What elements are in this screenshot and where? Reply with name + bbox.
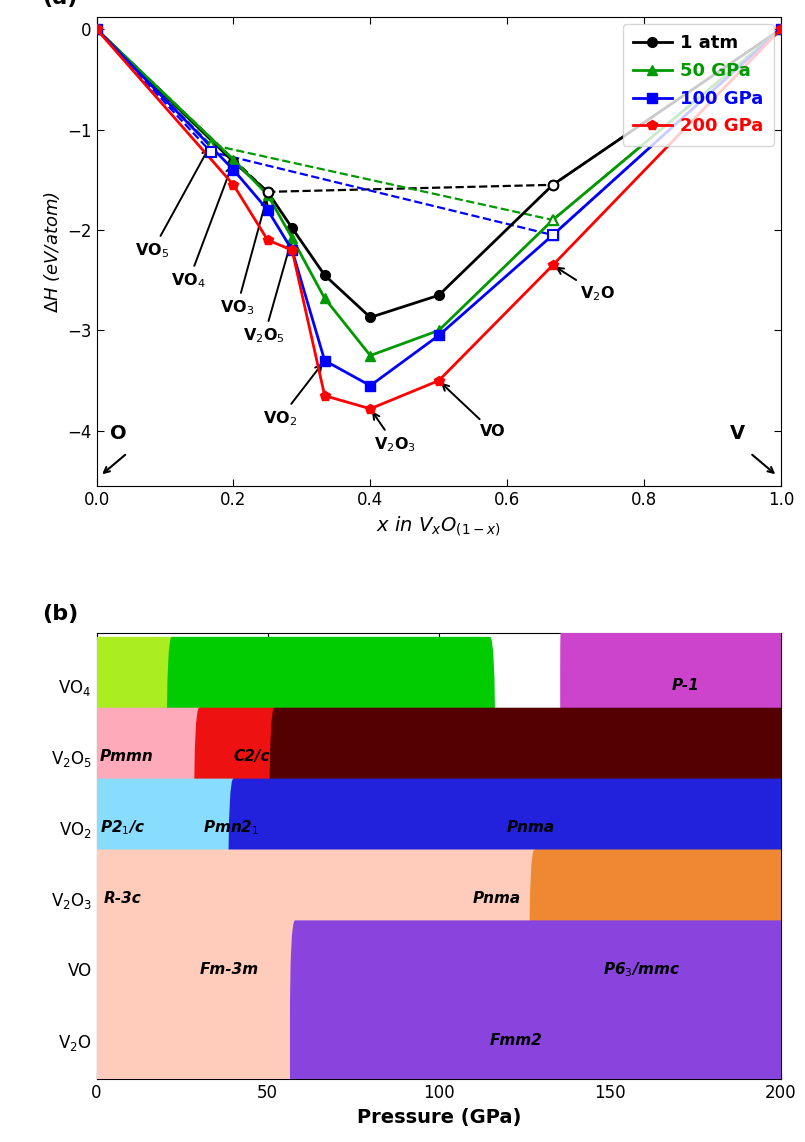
Text: V: V [729,424,745,443]
Text: VO$_3$: VO$_3$ [220,200,268,317]
FancyBboxPatch shape [167,637,495,876]
100 GPa [434,329,444,343]
Text: V$_2$O: V$_2$O [557,268,615,303]
Text: Fm-3m: Fm-3m [199,962,258,976]
50 GPa [262,188,272,202]
FancyBboxPatch shape [92,850,539,1089]
Text: Pnma: Pnma [473,891,521,906]
X-axis label: Pressure (GPa): Pressure (GPa) [357,1108,521,1127]
Y-axis label: $\Delta H$ (eV/atom): $\Delta H$ (eV/atom) [42,191,62,313]
FancyBboxPatch shape [92,637,177,876]
Text: Pmn2$_1$: Pmn2$_1$ [203,818,259,837]
Text: VO$_2$: VO$_2$ [263,364,322,427]
Text: (b): (b) [42,604,78,624]
50 GPa [92,23,101,37]
100 GPa [287,243,297,257]
Text: P6$_3$/mmc: P6$_3$/mmc [603,960,680,979]
50 GPa [548,214,558,227]
Line: 100 GPa: 100 GPa [92,24,786,391]
200 GPa [365,402,375,416]
FancyBboxPatch shape [530,850,786,1089]
Line: 200 GPa: 200 GPa [92,24,786,413]
Legend: 1 atm, 50 GPa, 100 GPa, 200 GPa: 1 atm, 50 GPa, 100 GPa, 200 GPa [623,24,774,145]
1 atm [287,222,297,235]
FancyBboxPatch shape [194,708,279,948]
200 GPa [776,23,786,37]
Text: V$_2$O$_3$: V$_2$O$_3$ [373,413,415,453]
200 GPa [548,258,558,272]
100 GPa [776,23,786,37]
100 GPa [92,23,101,37]
FancyBboxPatch shape [229,779,786,1019]
100 GPa [548,228,558,242]
200 GPa [262,233,272,247]
200 GPa [320,389,329,403]
Text: V$_2$O$_5$: V$_2$O$_5$ [243,243,292,345]
FancyBboxPatch shape [560,566,786,805]
1 atm [434,289,444,303]
FancyBboxPatch shape [92,708,204,948]
Text: VO: VO [442,384,506,439]
FancyBboxPatch shape [270,708,786,948]
200 GPa [229,178,238,192]
200 GPa [92,23,101,37]
FancyBboxPatch shape [290,920,786,1142]
FancyBboxPatch shape [92,779,238,1019]
Line: 50 GPa: 50 GPa [92,24,786,361]
Text: Fmm2: Fmm2 [490,1032,543,1047]
1 atm [92,23,101,37]
1 atm [320,268,329,282]
1 atm [548,178,558,192]
50 GPa [434,323,444,337]
Text: VO$_4$: VO$_4$ [171,167,233,290]
1 atm [365,311,375,324]
200 GPa [287,243,297,257]
50 GPa [287,231,297,244]
100 GPa [320,354,329,368]
200 GPa [434,373,444,387]
50 GPa [320,291,329,305]
1 atm [262,185,272,199]
100 GPa [229,163,238,177]
Text: (a): (a) [42,0,77,8]
50 GPa [776,23,786,37]
Text: Pmmn: Pmmn [100,749,154,764]
100 GPa [365,379,375,393]
Text: Pnma: Pnma [507,820,555,835]
1 atm [776,23,786,37]
Text: R-3c: R-3c [103,891,141,906]
100 GPa [262,203,272,217]
Text: VO$_5$: VO$_5$ [135,148,208,260]
1 atm [229,155,238,169]
50 GPa [229,153,238,167]
Text: P2$_1$/c: P2$_1$/c [100,818,146,837]
Line: 1 atm: 1 atm [92,24,786,322]
Text: P-1: P-1 [671,678,700,693]
X-axis label: $x$ in V$_x$O$_{(1-x)}$: $x$ in V$_x$O$_{(1-x)}$ [376,515,502,538]
Text: O: O [110,424,127,443]
Text: C2/c: C2/c [233,749,270,764]
50 GPa [365,348,375,362]
